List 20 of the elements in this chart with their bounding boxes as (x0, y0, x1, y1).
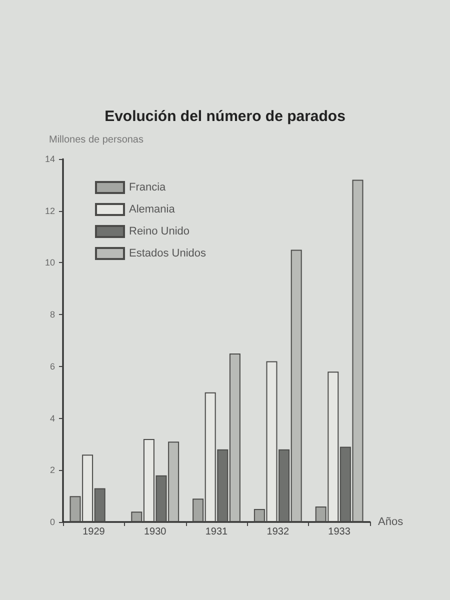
legend-label: Estados Unidos (129, 248, 207, 260)
x-axis-title: Años (378, 516, 404, 528)
legend-label: Francia (129, 182, 167, 194)
legend-label: Reino Unido (129, 226, 190, 238)
x-tick-label: 1930 (144, 526, 167, 538)
x-tick-label: 1931 (205, 526, 228, 538)
y-tick-label: 0 (50, 517, 55, 527)
y-tick-label: 6 (50, 361, 55, 372)
x-tick-label: 1933 (328, 526, 351, 538)
legend-label: Alemania (129, 204, 176, 216)
y-axis-title: Millones de personas (49, 134, 144, 146)
y-tick-label: 4 (50, 413, 55, 424)
chart-title: Evolución del número de parados (104, 108, 346, 125)
y-tick-label: 8 (50, 310, 55, 320)
x-tick-label: 1932 (266, 526, 290, 538)
y-tick-label: 2 (50, 465, 55, 476)
x-tick-label: 1929 (82, 526, 106, 538)
y-tick-label: 12 (44, 206, 55, 216)
y-tick-label: 14 (44, 154, 55, 164)
y-tick-label: 10 (44, 258, 55, 268)
